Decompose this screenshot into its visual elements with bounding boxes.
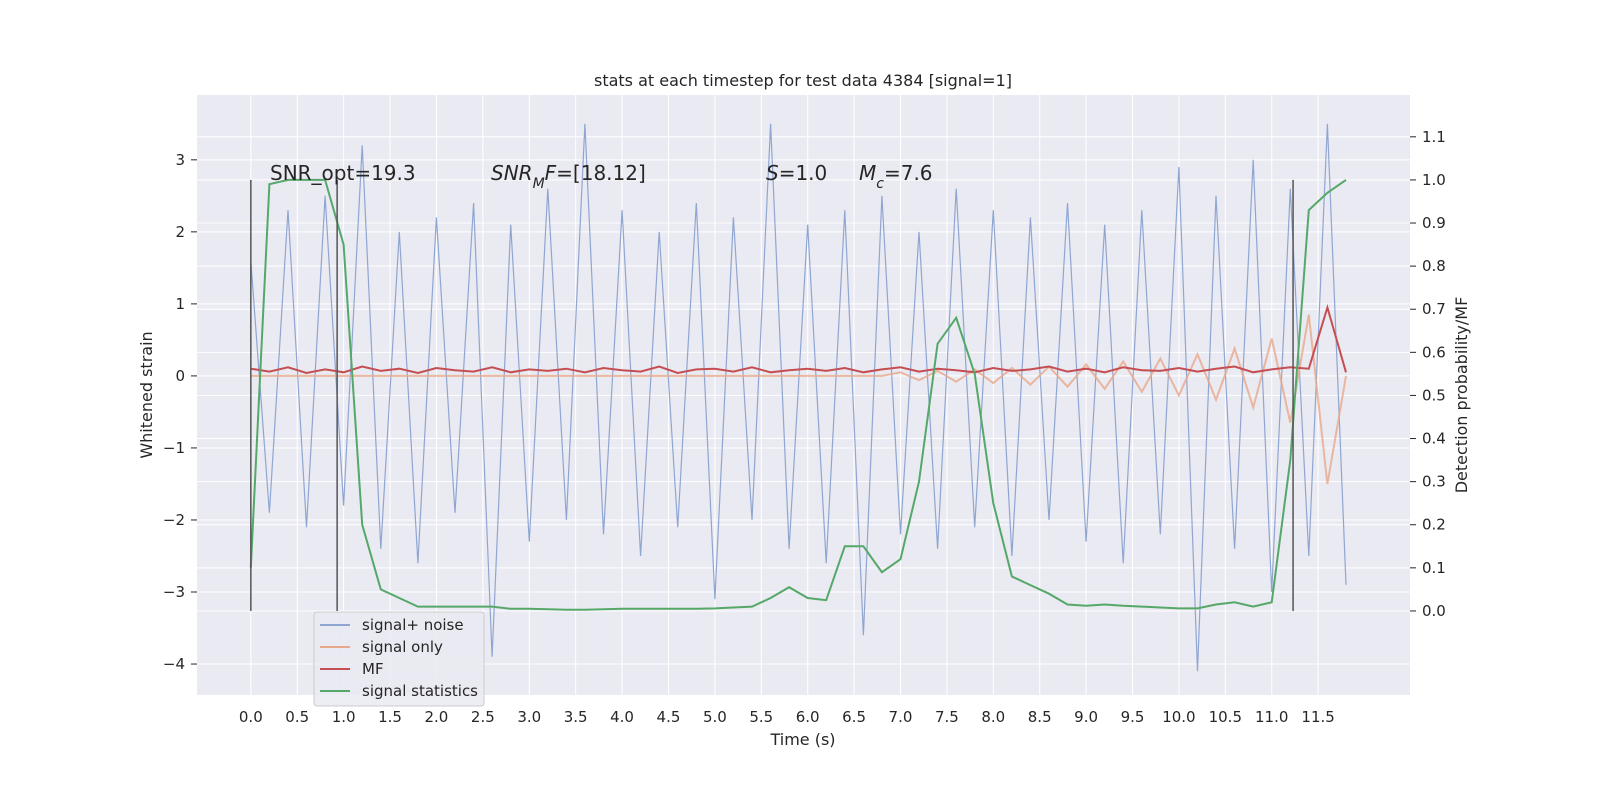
y2-tick-label: 0.9 [1422, 214, 1446, 232]
x-tick-label: 7.5 [935, 708, 959, 726]
y2-tick-label: 0.6 [1422, 343, 1446, 361]
y2-tick-label: 0.2 [1422, 516, 1446, 534]
y2-tick-label: 0.1 [1422, 559, 1446, 577]
x-tick-label: 4.0 [610, 708, 634, 726]
x-tick-label: 11.0 [1255, 708, 1288, 726]
y2-tick-label: 1.1 [1422, 128, 1446, 146]
x-tick-label: 6.5 [842, 708, 866, 726]
y2-axis-label: Detection probability/MF [1452, 297, 1471, 494]
series-line [250, 123, 1347, 672]
y-tick-label: −2 [163, 511, 185, 529]
legend-label: signal only [362, 638, 443, 656]
x-tick-label: 0.0 [239, 708, 263, 726]
annotation-part: =1.0 [779, 161, 828, 185]
x-tick-label: 10.0 [1162, 708, 1195, 726]
y-tick-label: −1 [163, 439, 185, 457]
legend-label: MF [362, 660, 384, 678]
y2-tick-label: 0.8 [1422, 257, 1446, 275]
annotation: Mc=7.6 [859, 161, 933, 192]
y2-tick-label: 0.0 [1422, 602, 1446, 620]
legend-label: signal+ noise [362, 616, 464, 634]
y-tick-label: 3 [175, 151, 185, 169]
x-tick-label: 9.0 [1074, 708, 1098, 726]
y2-tick-label: 0.7 [1422, 300, 1446, 318]
annotation: S=1.0 [766, 161, 827, 185]
y-tick-label: −3 [163, 583, 185, 601]
y2-tick-label: 1.0 [1422, 171, 1446, 189]
annotation-part: SNR [491, 161, 533, 185]
y-tick-label: −4 [163, 655, 185, 673]
x-tick-label: 2.5 [471, 708, 495, 726]
series-line [249, 178, 1347, 611]
annotation-part: M [859, 161, 876, 185]
series-line [250, 303, 1347, 375]
series-line [250, 314, 1347, 485]
x-tick-label: 6.0 [796, 708, 820, 726]
chart-title: stats at each timestep for test data 438… [594, 71, 1012, 90]
y2-tick-label: 0.3 [1422, 473, 1446, 491]
x-tick-label: 1.5 [378, 708, 402, 726]
x-tick-label: 0.5 [285, 708, 309, 726]
x-tick-label: 11.5 [1301, 708, 1334, 726]
annotation-part: c [876, 176, 884, 192]
x-tick-label: 10.5 [1209, 708, 1242, 726]
y-axis-label: Whitened strain [137, 331, 156, 458]
x-tick-label: 5.5 [749, 708, 773, 726]
x-tick-label: 8.0 [981, 708, 1005, 726]
y-tick-label: 0 [175, 367, 185, 385]
legend-box [313, 611, 485, 707]
x-tick-label: 9.5 [1121, 708, 1145, 726]
legend-label: signal statistics [362, 682, 478, 700]
x-axis-label: Time (s) [769, 730, 835, 749]
annotation-part: M [533, 176, 545, 192]
annotation: SNRMF=[18.12] [491, 161, 646, 192]
x-tick-label: 1.0 [332, 708, 356, 726]
x-tick-label: 3.0 [517, 708, 541, 726]
x-tick-label: 3.5 [564, 708, 588, 726]
y-tick-label: 1 [175, 295, 185, 313]
annotation: SNR_opt=19.3 [270, 161, 416, 185]
y2-tick-label: 0.4 [1422, 430, 1446, 448]
y2-tick-label: 0.5 [1422, 386, 1446, 404]
x-tick-label: 5.0 [703, 708, 727, 726]
annotation-part: =[18.12] [556, 161, 646, 185]
x-tick-label: 7.0 [889, 708, 913, 726]
annotation-part: =7.6 [884, 161, 933, 185]
annotation-part: S [766, 161, 779, 185]
x-tick-label: 8.5 [1028, 708, 1052, 726]
annotation-part: F [545, 161, 557, 185]
x-tick-label: 4.5 [657, 708, 681, 726]
y-tick-label: 2 [175, 223, 185, 241]
x-tick-label: 2.0 [425, 708, 449, 726]
annotation-part: SNR_opt=19.3 [270, 161, 416, 185]
